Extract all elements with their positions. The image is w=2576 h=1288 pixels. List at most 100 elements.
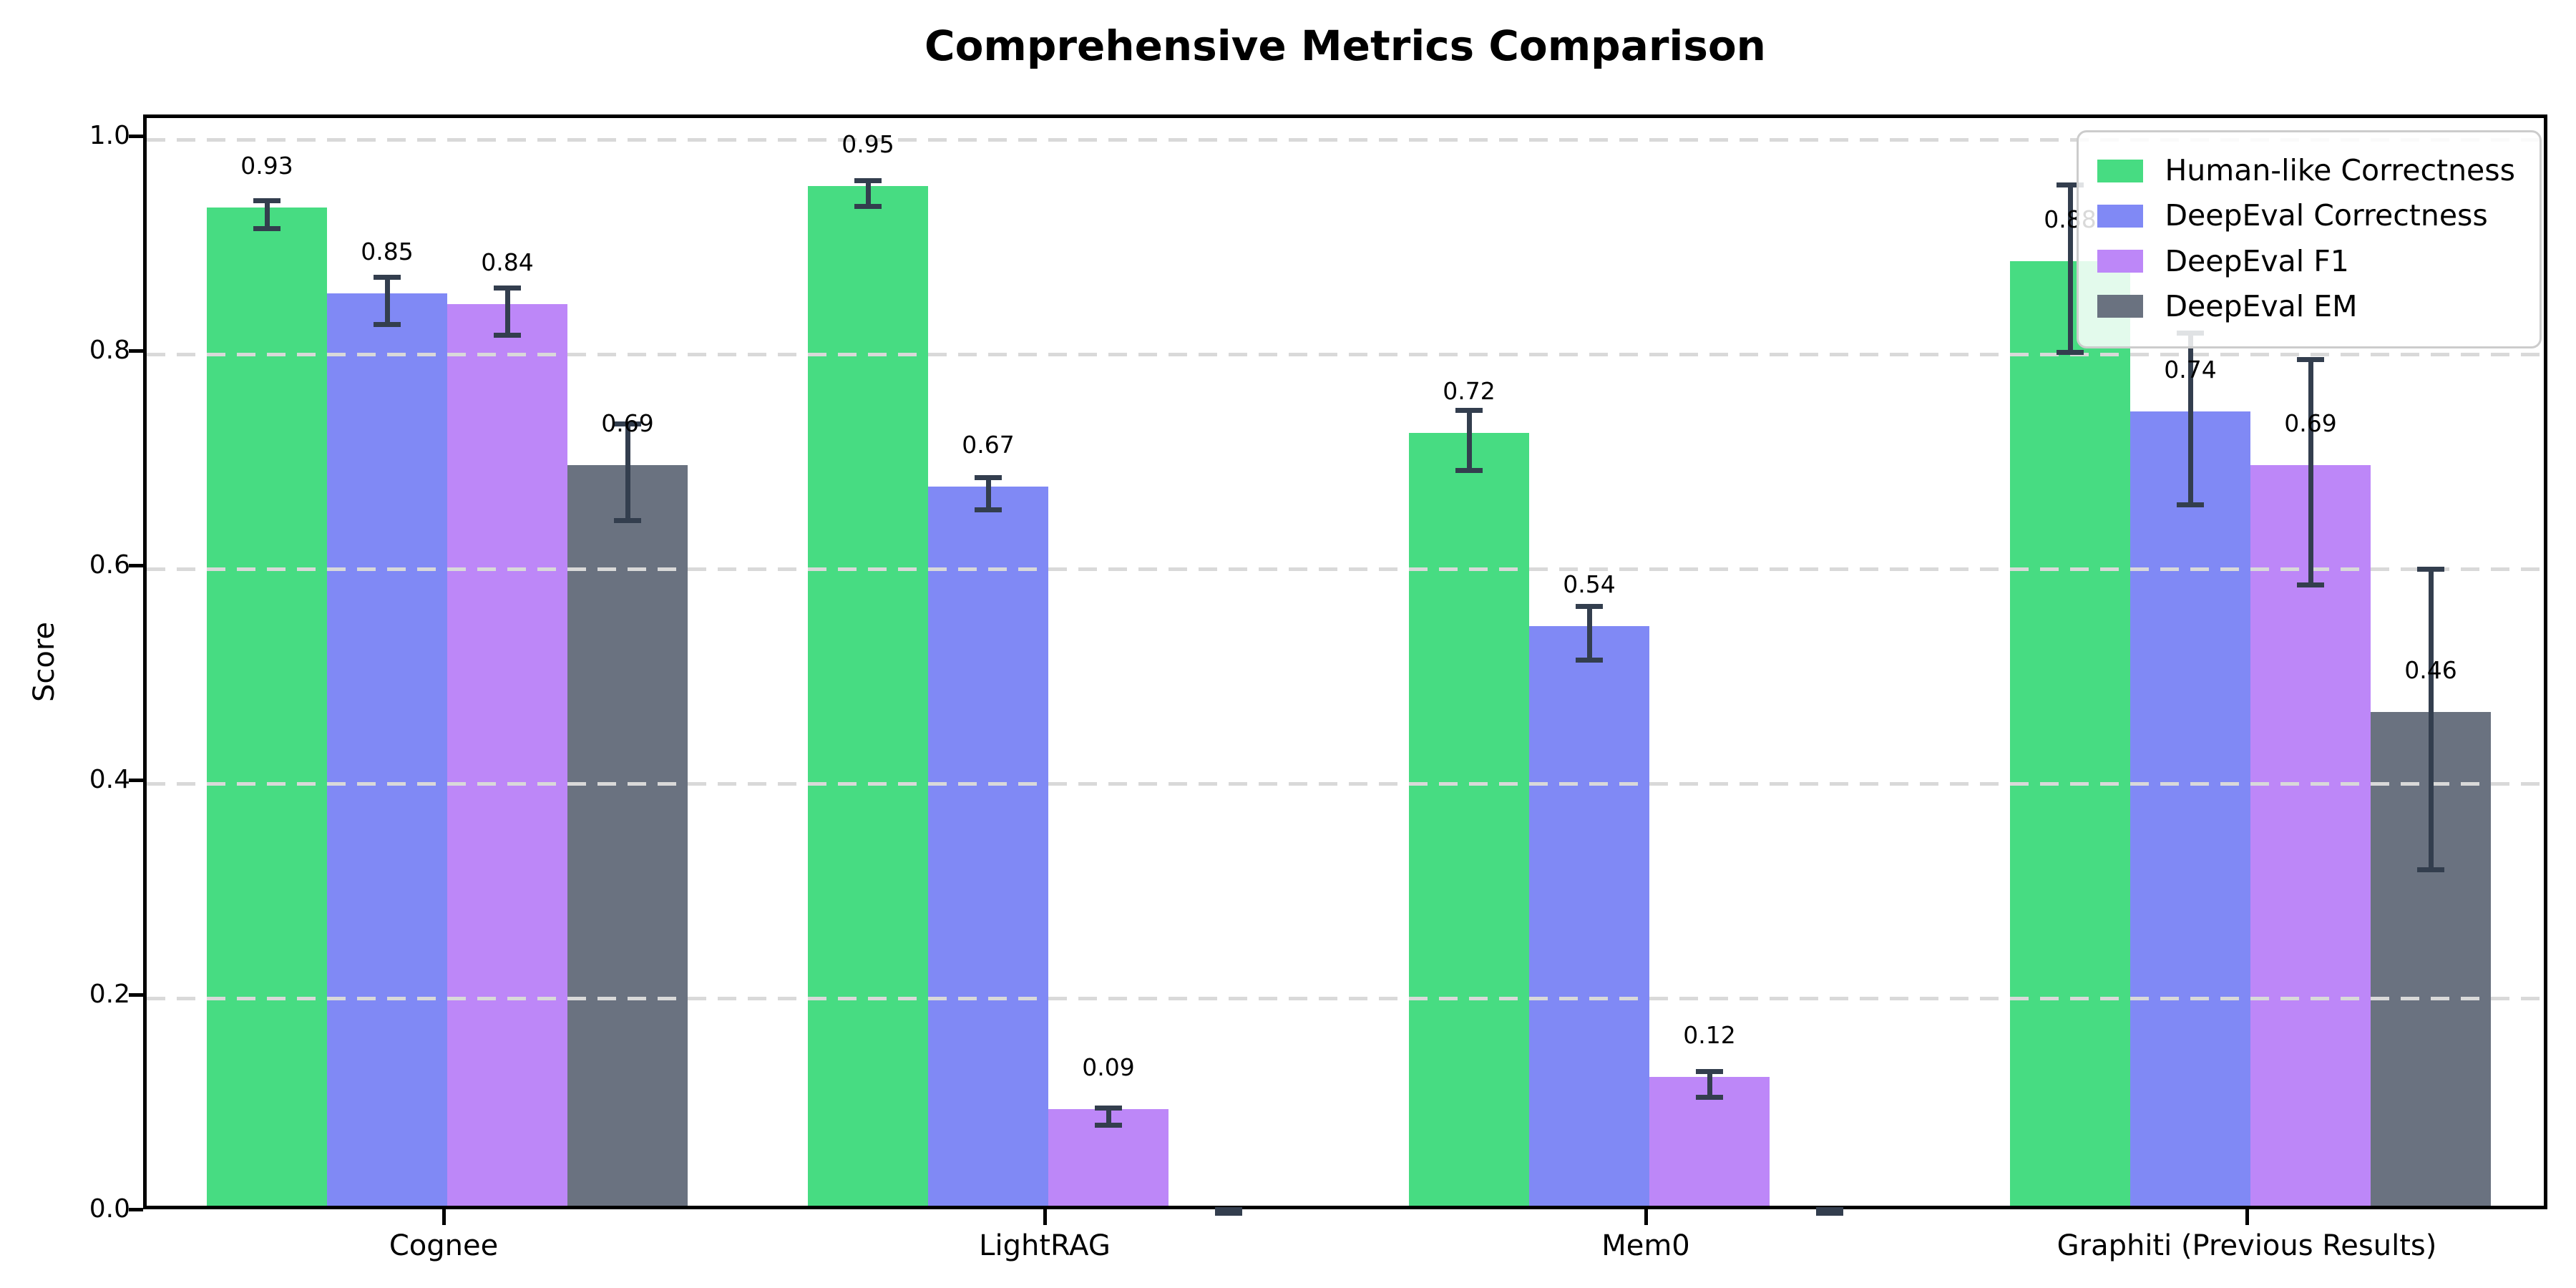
- legend-label: DeepEval Correctness: [2165, 198, 2488, 233]
- bar-value-label: 0.46: [2404, 656, 2457, 684]
- error-bar-cap: [1095, 1122, 1122, 1128]
- error-bar-cap: [854, 203, 882, 209]
- gridline: [147, 567, 2544, 571]
- error-bar-cap: [2417, 867, 2444, 872]
- error-bar-cap: [1696, 1094, 1723, 1100]
- error-bar-cap: [2057, 182, 2084, 187]
- y-tick-label: 0.0: [89, 1194, 130, 1224]
- x-tick-mark: [1043, 1209, 1047, 1225]
- error-bar: [865, 180, 871, 206]
- legend-swatch: [2097, 204, 2144, 228]
- error-bar-cap: [2057, 349, 2084, 355]
- y-tick-mark: [129, 134, 143, 138]
- y-axis-label: Score: [28, 621, 61, 703]
- error-bar-cap: [1095, 1105, 1122, 1111]
- x-tick-label: Graphiti (Previous Results): [2057, 1229, 2437, 1262]
- bar: [2250, 465, 2371, 1206]
- bar: [1409, 433, 1529, 1206]
- y-tick-label: 0.4: [89, 765, 130, 794]
- x-tick-label: LightRAG: [979, 1229, 1111, 1262]
- x-tick-mark: [1644, 1209, 1648, 1225]
- error-bar-cap: [2417, 566, 2444, 572]
- legend: Human-like Correctness DeepEval Correctne…: [2077, 130, 2542, 348]
- bar-value-label: 0.69: [601, 409, 654, 437]
- error-bar-cap: [1576, 604, 1603, 609]
- bar-value-label: 0.95: [841, 130, 894, 158]
- error-bar-cap: [253, 198, 280, 203]
- error-bar-cap: [374, 321, 401, 327]
- y-tick-mark: [129, 563, 143, 567]
- legend-swatch: [2097, 250, 2144, 273]
- error-bar-cap: [1816, 1207, 1843, 1212]
- plot-area: 0.93 0.85 0.84 0.69 0.95 0.67 0.09 0.72 0.54 0.12…: [143, 114, 2547, 1216]
- error-bar: [264, 200, 270, 229]
- bar-value-label: 0.67: [962, 431, 1015, 459]
- x-tick-label: Mem0: [1601, 1229, 1690, 1262]
- bar-value-label: 0.85: [361, 238, 414, 265]
- error-bar-cap: [1696, 1068, 1723, 1074]
- y-tick-mark: [129, 778, 143, 782]
- error-bar-cap: [2297, 582, 2324, 587]
- error-bar-cap: [253, 226, 280, 231]
- legend-swatch: [2097, 159, 2144, 182]
- error-bar-cap: [1215, 1207, 1242, 1212]
- x-tick-mark: [441, 1209, 446, 1225]
- error-bar: [2067, 185, 2073, 352]
- x-tick-label: Cognee: [389, 1229, 499, 1262]
- error-bar-cap: [975, 475, 1002, 480]
- bar-value-label: 0.12: [1683, 1021, 1736, 1049]
- gridline: [147, 352, 2544, 356]
- gridline: [147, 137, 2544, 142]
- legend-item: Human-like Correctness: [2097, 152, 2515, 189]
- bar: [1529, 626, 1649, 1206]
- bar: [2130, 411, 2250, 1206]
- bar-value-label: 0.84: [481, 248, 534, 276]
- error-bar-cap: [494, 285, 521, 291]
- error-bar-cap: [1816, 1210, 1843, 1216]
- error-bar-cap: [2297, 357, 2324, 362]
- bar-value-label: 0.69: [2284, 409, 2337, 437]
- bar: [327, 293, 447, 1206]
- error-bar-cap: [374, 274, 401, 280]
- legend-label: DeepEval EM: [2165, 288, 2358, 323]
- legend-label: Human-like Correctness: [2165, 153, 2515, 187]
- error-bar: [1106, 1108, 1111, 1125]
- bar-value-label: 0.54: [1563, 570, 1616, 598]
- error-bar-cap: [2177, 502, 2204, 507]
- bar-value-label: 0.72: [1443, 377, 1496, 405]
- error-bar: [2187, 333, 2193, 504]
- error-bar-cap: [1455, 467, 1483, 473]
- gridline: [147, 996, 2544, 1000]
- error-bar: [2308, 359, 2313, 585]
- error-bar-cap: [614, 518, 641, 523]
- bar-value-label: 0.93: [240, 152, 293, 180]
- error-bar: [1466, 410, 1472, 470]
- legend-item: DeepEval EM: [2097, 288, 2515, 325]
- bar: [447, 304, 567, 1206]
- legend-item: DeepEval Correctness: [2097, 197, 2515, 234]
- y-tick-label: 0.8: [89, 336, 130, 365]
- error-bar: [384, 277, 390, 324]
- error-bar-cap: [854, 177, 882, 183]
- y-tick-mark: [129, 1207, 143, 1211]
- y-tick-mark: [129, 992, 143, 997]
- legend-label: DeepEval F1: [2165, 243, 2349, 278]
- error-bar-cap: [614, 421, 641, 426]
- error-bar: [504, 288, 510, 335]
- error-bar-cap: [975, 507, 1002, 512]
- gridline: [147, 781, 2544, 786]
- legend-swatch: [2097, 295, 2144, 318]
- bar: [207, 208, 327, 1206]
- y-tick-label: 0.6: [89, 550, 130, 580]
- error-bar: [2428, 569, 2434, 869]
- legend-item: DeepEval F1: [2097, 243, 2515, 280]
- error-bar: [1707, 1071, 1712, 1097]
- bar: [2010, 261, 2130, 1206]
- y-tick-mark: [129, 348, 143, 353]
- bar: [928, 487, 1048, 1206]
- y-tick-label: 1.0: [89, 121, 130, 150]
- bar: [808, 186, 928, 1206]
- bar-value-label: 0.09: [1082, 1053, 1135, 1081]
- error-bar: [985, 477, 991, 510]
